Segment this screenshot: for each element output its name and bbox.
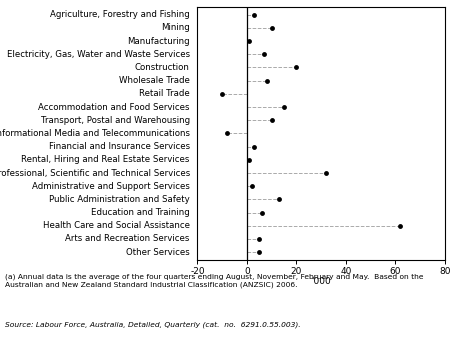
Text: (a) Annual data is the average of the four quarters ending August, November, Feb: (a) Annual data is the average of the fo… bbox=[5, 274, 423, 288]
Text: Source: Labour Force, Australia, Detailed, Quarterly (cat.  no.  6291.0.55.003).: Source: Labour Force, Australia, Detaile… bbox=[5, 321, 300, 328]
X-axis label: '000: '000 bbox=[311, 277, 331, 286]
